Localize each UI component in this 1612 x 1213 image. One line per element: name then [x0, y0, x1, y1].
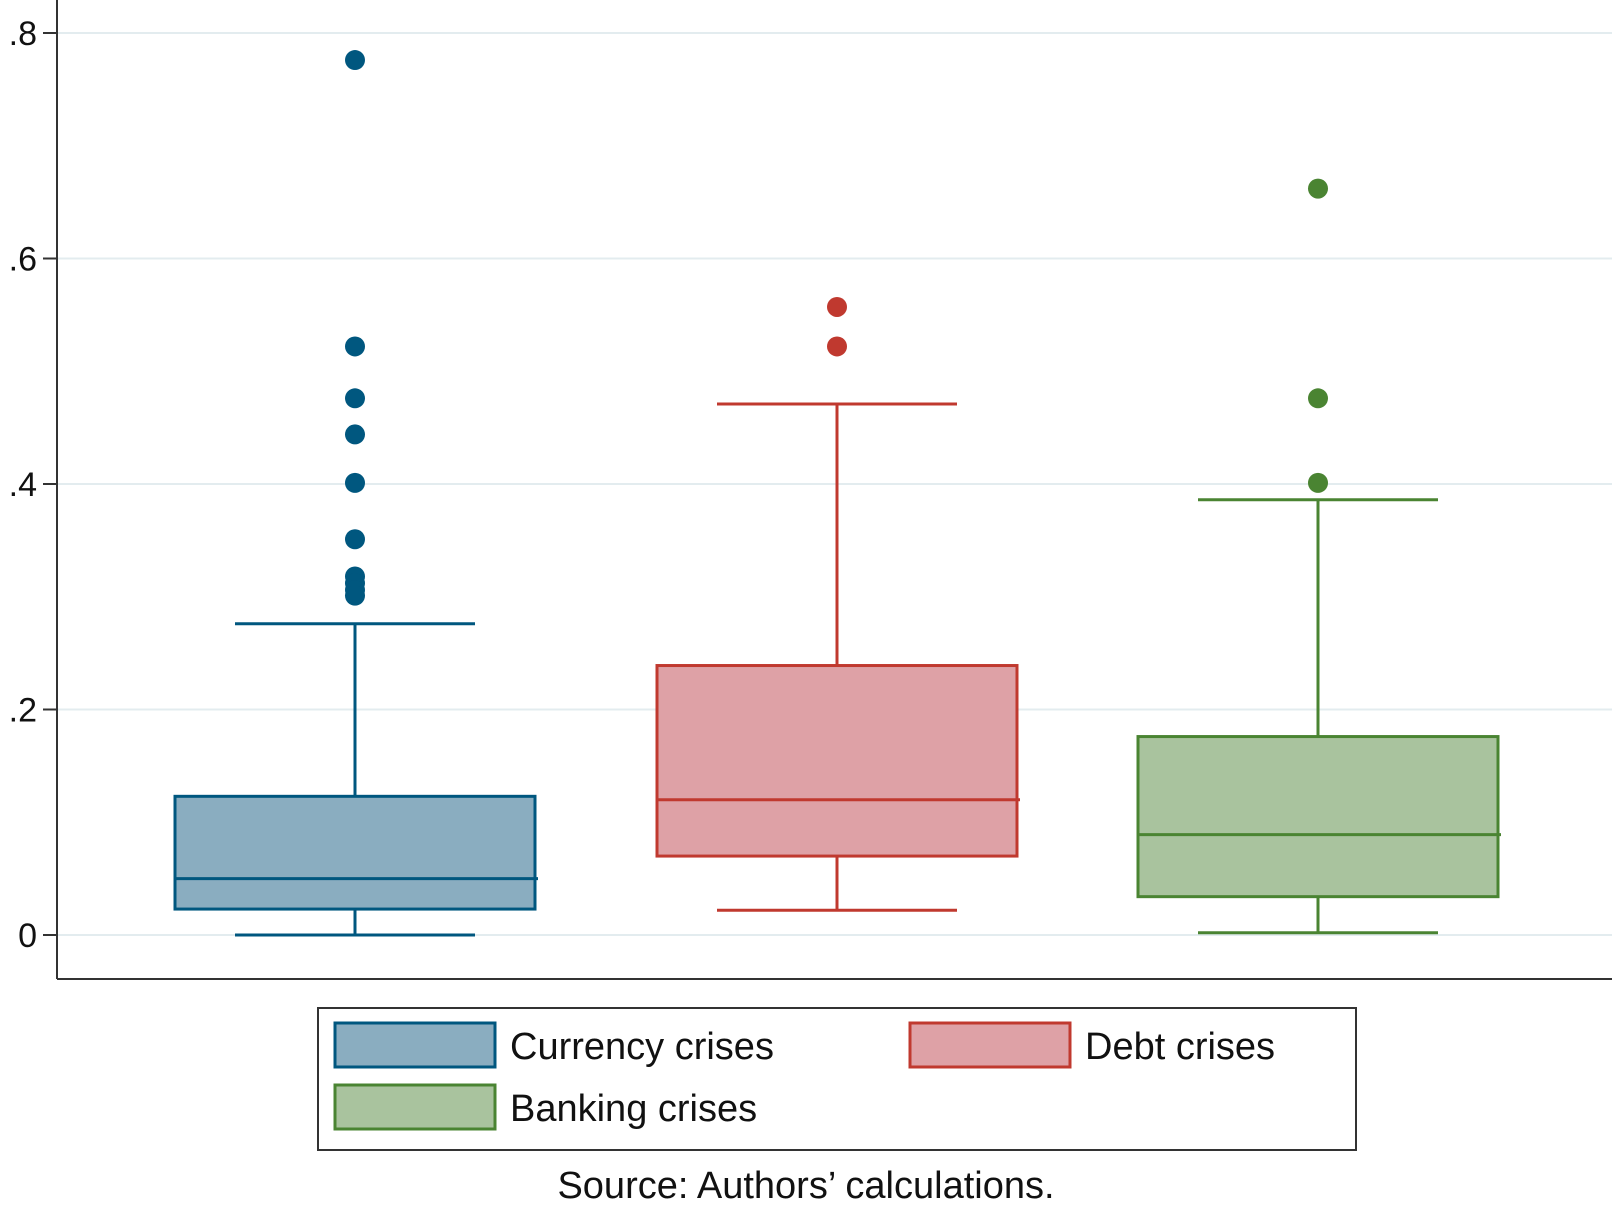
y-tick-label: 0 [18, 917, 37, 955]
source-note: Source: Authors’ calculations. [557, 1165, 1055, 1207]
legend-label-banking-crises: Banking crises [510, 1088, 757, 1130]
y-tick-label: .2 [9, 692, 37, 730]
outlier-point [1308, 388, 1328, 409]
y-tick-label: .6 [9, 241, 37, 279]
outlier-point [345, 529, 365, 550]
outlier-point [345, 50, 365, 71]
outlier-point [827, 296, 847, 317]
legend-swatch-debt-crises [908, 1021, 1072, 1069]
y-tick-label: .8 [9, 15, 37, 53]
y-tick-label: .4 [9, 466, 37, 504]
outlier-point [345, 388, 365, 409]
outlier-point [1308, 472, 1328, 493]
y-axis: 0 .2 .4 .6 .8 [9, 0, 1612, 980]
outlier-point [345, 585, 365, 606]
outlier-point [827, 336, 847, 357]
box-banking-crises [1136, 178, 1501, 935]
box-iqr [1136, 735, 1500, 899]
box-debt-crises [655, 296, 1020, 912]
gridlines [57, 32, 1612, 936]
boxes [173, 50, 1501, 937]
outlier-point [345, 336, 365, 357]
box-iqr [655, 664, 1019, 858]
legend-swatch-currency-crises [333, 1021, 497, 1069]
outlier-point [1308, 178, 1328, 199]
box-currency-crises [173, 50, 538, 937]
legend-label-debt-crises: Debt crises [1085, 1026, 1275, 1068]
outlier-point [345, 472, 365, 493]
legend-swatch-banking-crises [333, 1083, 497, 1131]
legend: Currency crises Debt crises Banking crises [317, 1007, 1357, 1151]
legend-label-currency-crises: Currency crises [510, 1026, 774, 1068]
outlier-point [345, 424, 365, 445]
box-iqr [173, 794, 537, 911]
